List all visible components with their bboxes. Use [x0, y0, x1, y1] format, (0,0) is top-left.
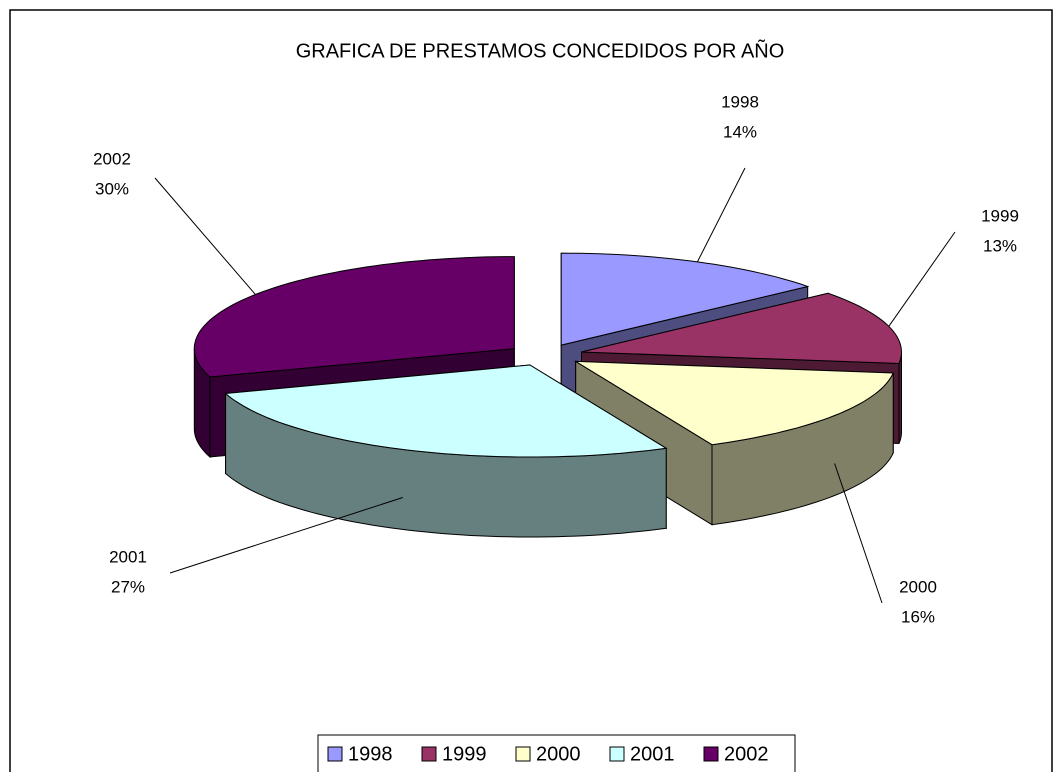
leader-line — [888, 231, 956, 327]
data-label-name: 1999 — [981, 206, 1019, 225]
slice — [573, 360, 894, 446]
data-label-name: 2001 — [109, 547, 147, 566]
legend-swatch — [515, 746, 531, 762]
slice — [224, 364, 668, 458]
legend-label: 1998 — [348, 743, 393, 765]
data-label-name: 2002 — [93, 149, 131, 168]
slice-wall — [898, 351, 902, 444]
data-label: 13% — [983, 236, 1017, 255]
leader-line — [696, 167, 746, 263]
legend-swatch — [703, 746, 719, 762]
legend-label: 1999 — [442, 743, 487, 765]
leader-line — [834, 463, 883, 604]
data-label-name: 2000 — [899, 577, 937, 596]
legend-swatch — [609, 746, 625, 762]
data-label: 30% — [95, 179, 129, 198]
legend-label: 2000 — [536, 743, 581, 765]
legend-label: 2002 — [724, 743, 769, 765]
data-label-name: 1998 — [721, 92, 759, 111]
data-label: 27% — [111, 577, 145, 596]
chart-title: GRAFICA DE PRESTAMOS CONCEDIDOS POR AÑO — [296, 38, 785, 62]
leader-line — [169, 497, 403, 574]
data-label: 14% — [723, 122, 757, 141]
leader-line — [154, 177, 256, 295]
legend-swatch — [327, 746, 343, 762]
data-label: 16% — [901, 607, 935, 626]
legend-swatch — [421, 746, 437, 762]
legend-label: 2001 — [630, 743, 675, 765]
